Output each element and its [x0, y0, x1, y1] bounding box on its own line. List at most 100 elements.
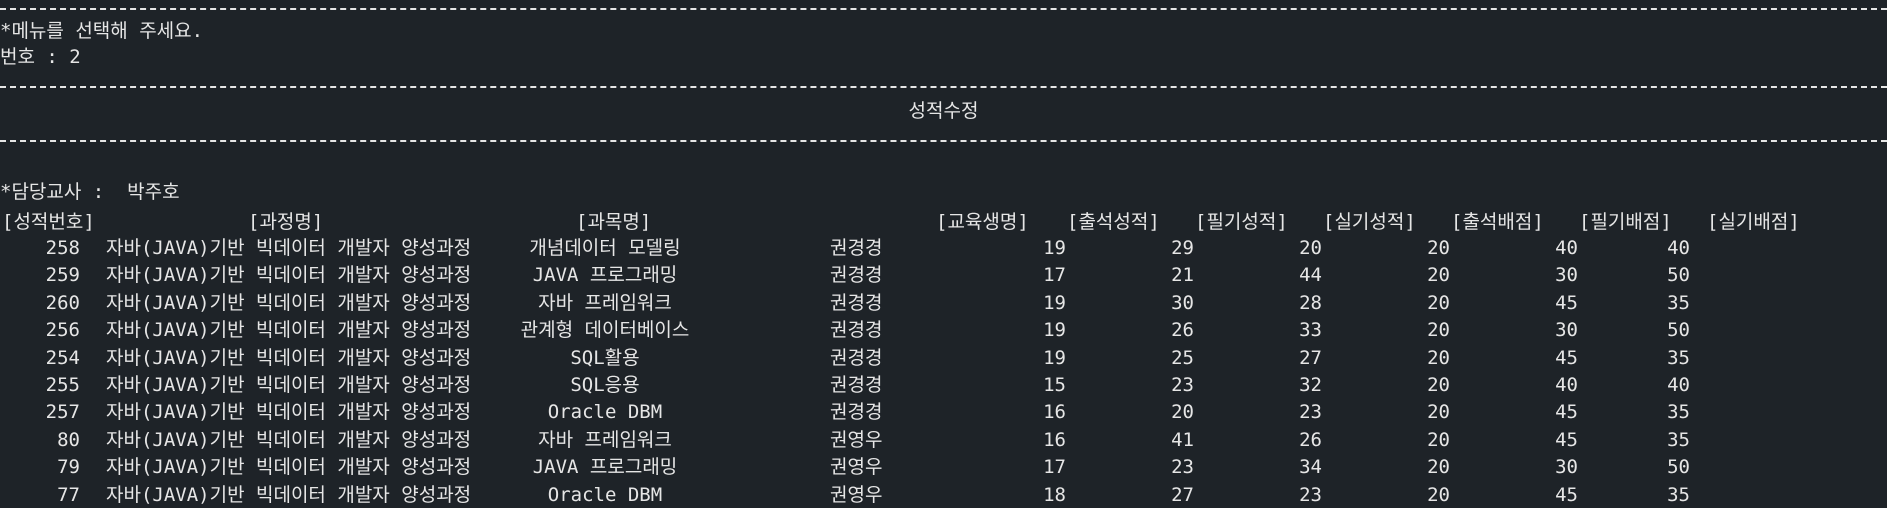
cell-attendance-weight: 20: [1427, 456, 1450, 479]
cell-practical-score: 27: [1299, 346, 1322, 369]
cell-attendance-score: 18: [1043, 483, 1066, 506]
cell-student: 권영우: [830, 483, 883, 506]
cell-written-weight: 30: [1555, 264, 1578, 287]
cell-student: 권경경: [830, 346, 883, 369]
cell-attendance-weight: 20: [1427, 291, 1450, 314]
cell-written-score: 21: [1171, 264, 1194, 287]
cell-attendance-weight: 20: [1427, 483, 1450, 506]
cell-subject: SQL응용: [570, 374, 640, 396]
header-attendance-weight: [출석배점]: [1451, 211, 1544, 233]
cell-subject: JAVA 프로그래밍: [532, 264, 678, 287]
cell-subject: 자바 프레임워크: [538, 291, 672, 314]
number-input-echo: 번호 : 2: [0, 46, 81, 68]
cell-attendance-weight: 20: [1427, 401, 1450, 424]
cell-score-id: 80: [57, 428, 80, 451]
cell-score-id: 256: [45, 319, 80, 342]
cell-score-id: 254: [45, 346, 80, 369]
cell-score-id: 258: [45, 237, 80, 259]
cell-score-id: 260: [45, 291, 80, 314]
header-practical-score: [실기성적]: [1323, 211, 1416, 233]
cell-attendance-weight: 20: [1427, 319, 1450, 342]
cell-subject: SQL활용: [570, 346, 640, 369]
menu-prompt: *메뉴를 선택해 주세요.: [0, 20, 204, 42]
cell-written-score: 26: [1171, 319, 1194, 342]
cell-course: 자바(JAVA)기반 빅데이터 개발자 양성과정: [106, 401, 472, 424]
cell-score-id: 257: [45, 401, 80, 424]
header-student: [교육생명]: [936, 211, 1029, 233]
cell-practical-weight: 35: [1667, 428, 1690, 451]
cell-practical-score: 26: [1299, 428, 1322, 451]
cell-attendance-weight: 20: [1427, 264, 1450, 287]
header-practical-weight: [실기배점]: [1707, 211, 1800, 233]
cell-written-score: 27: [1171, 483, 1194, 506]
cell-attendance-weight: 20: [1427, 346, 1450, 369]
cell-course: 자바(JAVA)기반 빅데이터 개발자 양성과정: [106, 264, 472, 287]
cell-written-weight: 45: [1555, 401, 1578, 424]
divider-mid-2: [0, 140, 1887, 142]
cell-course: 자바(JAVA)기반 빅데이터 개발자 양성과정: [106, 319, 472, 342]
cell-student: 권경경: [830, 374, 883, 396]
cell-practical-score: 28: [1299, 291, 1322, 314]
screen-title: 성적수정: [908, 100, 979, 122]
header-subject: [과목명]: [576, 211, 652, 233]
divider-mid-1: [0, 86, 1887, 88]
cell-written-score: 41: [1171, 428, 1194, 451]
cell-practical-weight: 50: [1667, 319, 1690, 342]
cell-written-score: 30: [1171, 291, 1194, 314]
cell-written-score: 29: [1171, 237, 1194, 259]
cell-course: 자바(JAVA)기반 빅데이터 개발자 양성과정: [106, 291, 472, 314]
cell-student: 권경경: [830, 237, 883, 259]
cell-course: 자바(JAVA)기반 빅데이터 개발자 양성과정: [106, 483, 472, 506]
cell-subject: 개념데이터 모델링: [529, 237, 681, 259]
cell-course: 자바(JAVA)기반 빅데이터 개발자 양성과정: [106, 428, 472, 451]
cell-student: 권영우: [830, 428, 883, 451]
cell-attendance-score: 15: [1043, 374, 1066, 396]
cell-course: 자바(JAVA)기반 빅데이터 개발자 양성과정: [106, 456, 472, 479]
cell-course: 자바(JAVA)기반 빅데이터 개발자 양성과정: [106, 346, 472, 369]
header-written-weight: [필기배점]: [1579, 211, 1672, 233]
cell-subject: 관계형 데이터베이스: [520, 319, 690, 342]
cell-subject: JAVA 프로그래밍: [532, 456, 678, 479]
cell-written-weight: 45: [1555, 346, 1578, 369]
cell-student: 권경경: [830, 319, 883, 342]
cell-practical-score: 20: [1299, 237, 1322, 259]
cell-score-id: 255: [45, 374, 80, 396]
cell-written-weight: 40: [1555, 237, 1578, 259]
header-written-score: [필기성적]: [1195, 211, 1288, 233]
cell-attendance-score: 19: [1043, 291, 1066, 314]
cell-written-weight: 45: [1555, 483, 1578, 506]
cell-written-weight: 40: [1555, 374, 1578, 396]
cell-written-score: 23: [1171, 456, 1194, 479]
cell-written-score: 20: [1171, 401, 1194, 424]
cell-course: 자바(JAVA)기반 빅데이터 개발자 양성과정: [106, 374, 472, 396]
cell-student: 권경경: [830, 291, 883, 314]
cell-practical-score: 23: [1299, 483, 1322, 506]
cell-score-id: 259: [45, 264, 80, 287]
cell-score-id: 77: [57, 483, 80, 506]
header-course: [과정명]: [248, 211, 324, 233]
cell-attendance-score: 16: [1043, 401, 1066, 424]
cell-written-weight: 45: [1555, 428, 1578, 451]
cell-written-score: 25: [1171, 346, 1194, 369]
cell-attendance-score: 17: [1043, 264, 1066, 287]
cell-practical-score: 44: [1299, 264, 1322, 287]
cell-practical-score: 32: [1299, 374, 1322, 396]
cell-practical-score: 23: [1299, 401, 1322, 424]
header-attendance-score: [출석성적]: [1067, 211, 1160, 233]
cell-attendance-score: 19: [1043, 346, 1066, 369]
cell-attendance-score: 17: [1043, 456, 1066, 479]
cell-written-weight: 30: [1555, 456, 1578, 479]
cell-practical-weight: 40: [1667, 237, 1690, 259]
cell-attendance-score: 19: [1043, 319, 1066, 342]
cell-attendance-weight: 20: [1427, 374, 1450, 396]
cell-attendance-weight: 20: [1427, 428, 1450, 451]
cell-subject: Oracle DBM: [547, 483, 663, 506]
cell-practical-weight: 35: [1667, 483, 1690, 506]
cell-student: 권경경: [830, 264, 883, 287]
header-score-id: [성적번호]: [2, 211, 95, 233]
cell-score-id: 79: [57, 456, 80, 479]
cell-attendance-score: 16: [1043, 428, 1066, 451]
cell-subject: 자바 프레임워크: [538, 428, 672, 451]
cell-written-score: 23: [1171, 374, 1194, 396]
